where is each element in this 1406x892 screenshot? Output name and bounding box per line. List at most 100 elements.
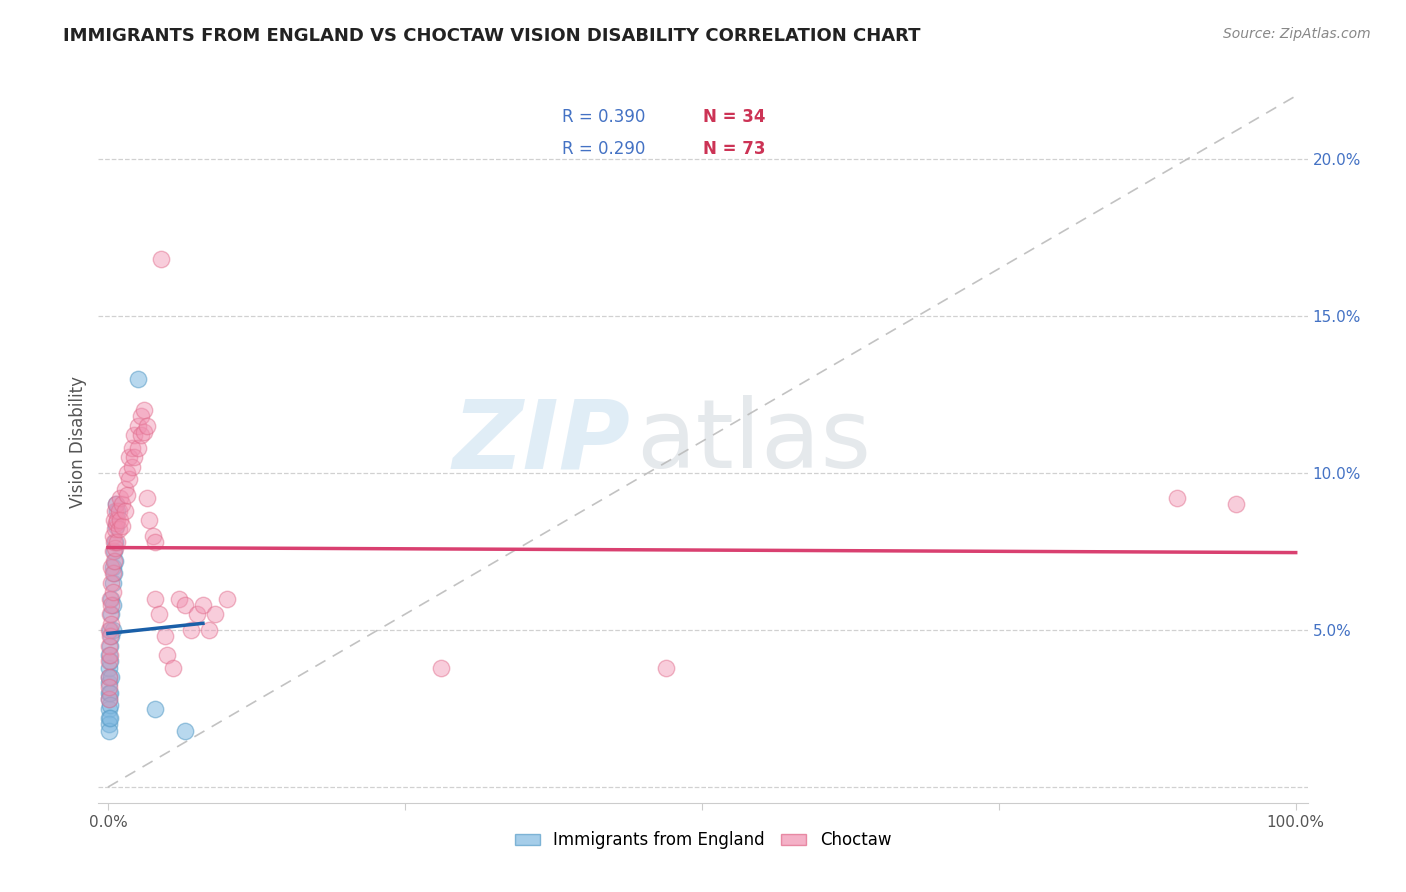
Point bbox=[186, 607, 208, 622]
Point bbox=[104, 554, 127, 568]
Point bbox=[101, 560, 124, 574]
Point bbox=[167, 591, 190, 606]
Point bbox=[98, 717, 121, 731]
Text: N = 73: N = 73 bbox=[703, 140, 765, 158]
Point bbox=[98, 607, 121, 622]
Point bbox=[98, 623, 121, 637]
Point bbox=[98, 639, 121, 653]
Point bbox=[1225, 497, 1247, 511]
Point bbox=[98, 639, 121, 653]
Point bbox=[122, 428, 145, 442]
Point bbox=[114, 503, 136, 517]
Point bbox=[100, 670, 122, 684]
Point bbox=[107, 503, 129, 517]
Point bbox=[118, 472, 141, 486]
Point bbox=[145, 591, 167, 606]
Point bbox=[98, 661, 121, 675]
Point bbox=[655, 661, 678, 675]
Point bbox=[103, 535, 125, 549]
Point bbox=[180, 623, 202, 637]
Point bbox=[150, 252, 173, 267]
Point bbox=[108, 491, 131, 505]
Text: Source: ZipAtlas.com: Source: ZipAtlas.com bbox=[1223, 27, 1371, 41]
Point bbox=[107, 535, 129, 549]
Point bbox=[162, 661, 184, 675]
Point bbox=[101, 544, 124, 558]
Point bbox=[98, 686, 121, 700]
Point bbox=[108, 513, 131, 527]
Point bbox=[132, 403, 155, 417]
Point bbox=[101, 566, 124, 581]
Point bbox=[100, 616, 122, 631]
Point bbox=[121, 459, 143, 474]
Point bbox=[122, 450, 145, 465]
Point bbox=[98, 629, 121, 643]
Point bbox=[107, 513, 129, 527]
Text: IMMIGRANTS FROM ENGLAND VS CHOCTAW VISION DISABILITY CORRELATION CHART: IMMIGRANTS FROM ENGLAND VS CHOCTAW VISIO… bbox=[63, 27, 921, 45]
Point bbox=[156, 648, 179, 662]
Point bbox=[100, 598, 122, 612]
Text: N = 34: N = 34 bbox=[703, 108, 765, 126]
Point bbox=[129, 428, 152, 442]
Point bbox=[105, 519, 128, 533]
Point bbox=[104, 523, 127, 537]
Point bbox=[429, 661, 451, 675]
Point bbox=[98, 701, 121, 715]
Point bbox=[98, 648, 121, 662]
Point bbox=[105, 497, 128, 511]
Point bbox=[153, 629, 176, 643]
Point bbox=[115, 466, 138, 480]
Point bbox=[100, 560, 122, 574]
Point bbox=[98, 648, 121, 662]
Text: ZIP: ZIP bbox=[453, 395, 630, 488]
Point bbox=[101, 585, 124, 599]
Point bbox=[129, 409, 152, 424]
Point bbox=[127, 372, 149, 386]
Point bbox=[145, 701, 167, 715]
Point bbox=[136, 491, 159, 505]
Point bbox=[98, 692, 121, 706]
Text: R = 0.390: R = 0.390 bbox=[561, 108, 645, 126]
Point bbox=[107, 523, 129, 537]
Point bbox=[105, 497, 128, 511]
Point bbox=[127, 418, 149, 433]
Point bbox=[132, 425, 155, 439]
Point bbox=[142, 529, 165, 543]
Point bbox=[127, 441, 149, 455]
Point bbox=[148, 607, 170, 622]
Point bbox=[98, 670, 121, 684]
Point bbox=[100, 591, 122, 606]
Point bbox=[104, 541, 127, 556]
Point bbox=[111, 497, 134, 511]
Point bbox=[98, 676, 121, 690]
Point bbox=[98, 686, 121, 700]
Point bbox=[104, 535, 127, 549]
Point bbox=[145, 535, 167, 549]
Point bbox=[115, 488, 138, 502]
Point bbox=[101, 575, 124, 590]
Point bbox=[103, 513, 125, 527]
Point bbox=[100, 607, 122, 622]
Point bbox=[111, 519, 134, 533]
Point bbox=[98, 723, 121, 738]
Point bbox=[191, 598, 214, 612]
Y-axis label: Vision Disability: Vision Disability bbox=[69, 376, 87, 508]
Point bbox=[174, 723, 197, 738]
Point bbox=[104, 503, 127, 517]
Point bbox=[138, 513, 160, 527]
Point bbox=[105, 516, 128, 531]
Point bbox=[98, 711, 121, 725]
Point bbox=[101, 529, 124, 543]
Point bbox=[98, 591, 121, 606]
Point bbox=[98, 655, 121, 669]
Point bbox=[118, 450, 141, 465]
Point bbox=[174, 598, 197, 612]
Point bbox=[215, 591, 238, 606]
Point bbox=[114, 482, 136, 496]
Point bbox=[101, 623, 124, 637]
Point bbox=[136, 418, 159, 433]
Point bbox=[1166, 491, 1188, 505]
Point bbox=[98, 692, 121, 706]
Point bbox=[107, 503, 129, 517]
Point bbox=[98, 655, 121, 669]
